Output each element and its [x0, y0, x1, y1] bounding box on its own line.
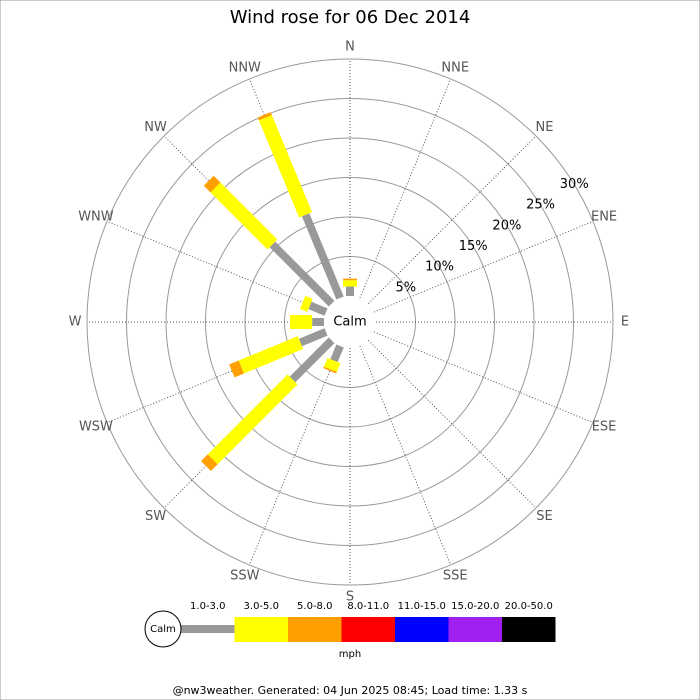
legend-swatch — [288, 617, 342, 642]
bar-segment — [308, 301, 328, 316]
legend-swatch — [234, 617, 288, 642]
bar-segment — [203, 175, 221, 193]
bar-segment — [298, 328, 328, 347]
r-tick-label: 30% — [560, 177, 589, 192]
calm-circle — [327, 299, 373, 345]
bar-segment — [200, 454, 218, 472]
bar-segment — [269, 241, 335, 307]
direction-label: W — [69, 315, 82, 330]
direction-label: S — [346, 590, 354, 605]
bar-segment — [323, 366, 337, 374]
direction-label: SE — [536, 509, 552, 524]
grid-ring — [86, 58, 614, 586]
direction-label: NNW — [229, 60, 261, 75]
spoke — [359, 345, 452, 566]
direction-label: SSE — [443, 569, 468, 584]
direction-label: NNE — [441, 60, 469, 75]
direction-label: NW — [144, 120, 167, 135]
bar-segment — [258, 115, 313, 218]
legend-label: 11.0-15.0 — [398, 601, 446, 612]
spoke — [368, 135, 537, 304]
bar-segment — [299, 295, 313, 312]
grid-ring — [126, 98, 574, 546]
spoke — [248, 345, 341, 566]
spoke — [359, 78, 452, 299]
legend-swatch — [395, 617, 449, 642]
chart-title: Wind rose for 06 Dec 2014 — [230, 7, 471, 28]
bar-segment — [289, 337, 335, 383]
direction-label: NE — [535, 120, 553, 135]
r-tick-label: 15% — [459, 239, 488, 254]
spoke — [373, 220, 594, 313]
bar-segment — [257, 112, 272, 121]
r-tick-label: 5% — [396, 280, 417, 295]
bar-segment — [238, 336, 304, 374]
bar-segment — [229, 360, 244, 378]
direction-label: WSW — [79, 420, 113, 435]
direction-label: SW — [145, 509, 166, 524]
bar-segment — [330, 344, 344, 363]
legend-swatch — [448, 617, 502, 642]
grid-ring — [205, 177, 495, 467]
direction-label: N — [345, 40, 355, 55]
legend-label: 5.0-8.0 — [297, 601, 332, 612]
direction-label: SSW — [230, 569, 260, 584]
legend-label: 8.0-11.0 — [347, 601, 389, 612]
bar-segment — [301, 213, 344, 300]
legend-swatch — [502, 617, 556, 642]
spoke — [373, 331, 594, 424]
spoke — [368, 340, 537, 509]
bar-segment — [207, 374, 298, 465]
calm-label: Calm — [333, 315, 366, 330]
direction-label: ENE — [591, 209, 617, 224]
direction-label: WNW — [78, 209, 114, 224]
footer: @nw3weather. Generated: 04 Jun 2025 08:4… — [173, 684, 528, 697]
bar-segment — [210, 182, 278, 250]
direction-label: E — [621, 315, 629, 330]
legend-label: 20.0-50.0 — [505, 601, 553, 612]
legend-label: 1.0-3.0 — [190, 601, 225, 612]
direction-label: ESE — [592, 420, 617, 435]
spoke — [106, 220, 327, 313]
units-label: mph — [339, 649, 361, 660]
grid-ring — [165, 137, 535, 507]
legend-calm-label: Calm — [150, 624, 176, 635]
bar-segment — [323, 357, 341, 373]
r-tick-label: 20% — [492, 218, 521, 233]
legend-calm — [144, 610, 182, 648]
legend-label: 3.0-5.0 — [244, 601, 279, 612]
r-tick-label: 10% — [425, 260, 454, 275]
legend-label: 15.0-20.0 — [451, 601, 499, 612]
legend-swatch — [341, 617, 395, 642]
r-tick-label: 25% — [526, 198, 555, 213]
